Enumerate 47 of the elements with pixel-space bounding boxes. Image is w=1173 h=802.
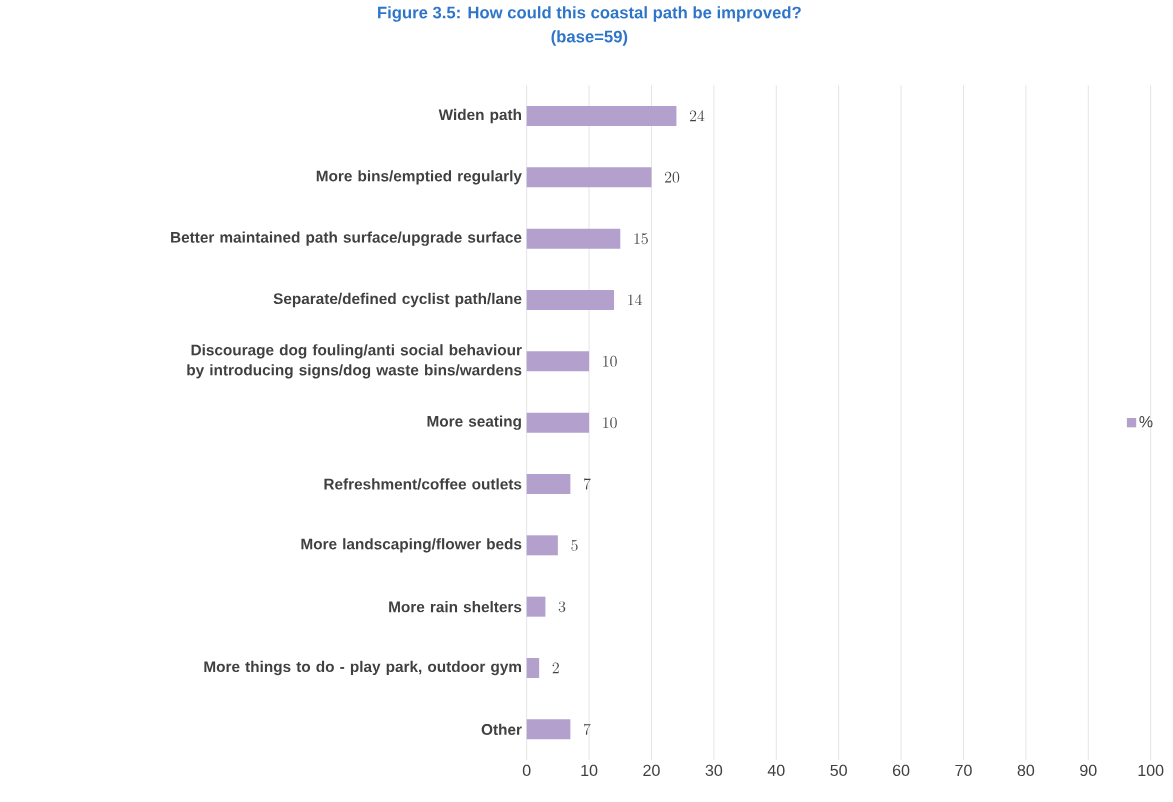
x-tick-label: 30 — [705, 764, 723, 777]
y-tick-label: Separate/defined cyclist path/lane — [273, 292, 522, 308]
data-label: 7 — [583, 723, 591, 735]
y-tick-label: More things to do - play park, outdoor gym — [204, 660, 522, 676]
x-tick-label: 40 — [767, 764, 785, 777]
x-tick-label: 80 — [1017, 764, 1035, 777]
data-label: 10 — [603, 417, 617, 429]
y-tick-label: Refreshment/coffee outlets — [324, 478, 522, 490]
x-tick-label: 20 — [643, 764, 660, 777]
x-tick-label: 0 — [522, 764, 531, 777]
bar — [526, 719, 571, 740]
bar — [526, 167, 652, 188]
bar — [526, 535, 558, 556]
x-tick-label: 100 — [1138, 764, 1164, 777]
y-tick-label: Other — [481, 723, 522, 735]
bar — [526, 351, 590, 372]
bar — [526, 412, 590, 433]
y-tick-label: More seating — [427, 415, 521, 430]
bar — [526, 658, 540, 678]
data-label: 2 — [552, 662, 559, 674]
data-label: 24 — [689, 110, 705, 122]
data-label: 20 — [664, 171, 680, 183]
data-label: 10 — [603, 355, 617, 367]
legend-label: % — [1139, 416, 1153, 428]
x-tick-label: 70 — [955, 764, 972, 777]
data-label: 14 — [628, 294, 642, 306]
y-tick-label: Better maintained path surface/upgrade surface — [171, 231, 522, 246]
y-tick-label: More landscaping/flower beds — [301, 538, 522, 553]
data-label: 15 — [634, 233, 648, 245]
data-label: 5 — [571, 539, 578, 551]
y-tick-label: Widen path — [438, 108, 521, 124]
x-tick-label: 10 — [581, 764, 598, 777]
chart-title: Figure 3.5: How could this coastal path be improved? — [378, 6, 801, 22]
x-tick-label: 60 — [892, 764, 910, 777]
bar — [526, 106, 677, 126]
x-tick-label: 50 — [830, 764, 847, 777]
bar — [526, 228, 621, 249]
y-tick-label: More bins/emptied regularly — [316, 170, 522, 185]
bar — [526, 596, 546, 617]
y-tick-label: More rain shelters — [389, 601, 522, 613]
bar — [526, 290, 615, 310]
bar — [526, 473, 571, 494]
chart-subtitle: (base=59) — [551, 30, 628, 46]
y-tick-label: Discourage dog fouling/anti social behaviour by introducing signs/dog waste bins/wardens — [187, 344, 522, 379]
x-tick-label: 90 — [1080, 764, 1097, 777]
data-label: 7 — [583, 478, 591, 490]
data-label: 3 — [558, 601, 566, 613]
